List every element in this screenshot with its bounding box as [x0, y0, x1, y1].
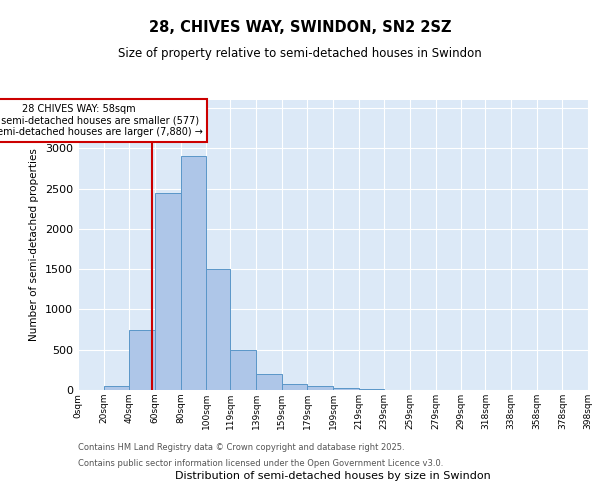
Text: Contains public sector information licensed under the Open Government Licence v3: Contains public sector information licen…: [78, 459, 443, 468]
Bar: [359, 389, 384, 390]
Y-axis label: Number of semi-detached properties: Number of semi-detached properties: [29, 148, 40, 342]
Bar: [333, 388, 359, 390]
Bar: [181, 156, 206, 390]
Text: 28 CHIVES WAY: 58sqm
← 7% of semi-detached houses are smaller (577)
92% of semi-: 28 CHIVES WAY: 58sqm ← 7% of semi-detach…: [0, 104, 203, 136]
Bar: [155, 192, 181, 390]
Text: Size of property relative to semi-detached houses in Swindon: Size of property relative to semi-detach…: [118, 48, 482, 60]
Bar: [282, 384, 307, 390]
Bar: [104, 386, 129, 390]
Bar: [256, 374, 282, 390]
Bar: [307, 386, 333, 390]
Bar: [206, 269, 230, 390]
Text: 28, CHIVES WAY, SWINDON, SN2 2SZ: 28, CHIVES WAY, SWINDON, SN2 2SZ: [149, 20, 451, 35]
Bar: [129, 330, 155, 390]
Bar: [230, 350, 256, 390]
X-axis label: Distribution of semi-detached houses by size in Swindon: Distribution of semi-detached houses by …: [175, 471, 491, 481]
Text: Contains HM Land Registry data © Crown copyright and database right 2025.: Contains HM Land Registry data © Crown c…: [78, 442, 404, 452]
